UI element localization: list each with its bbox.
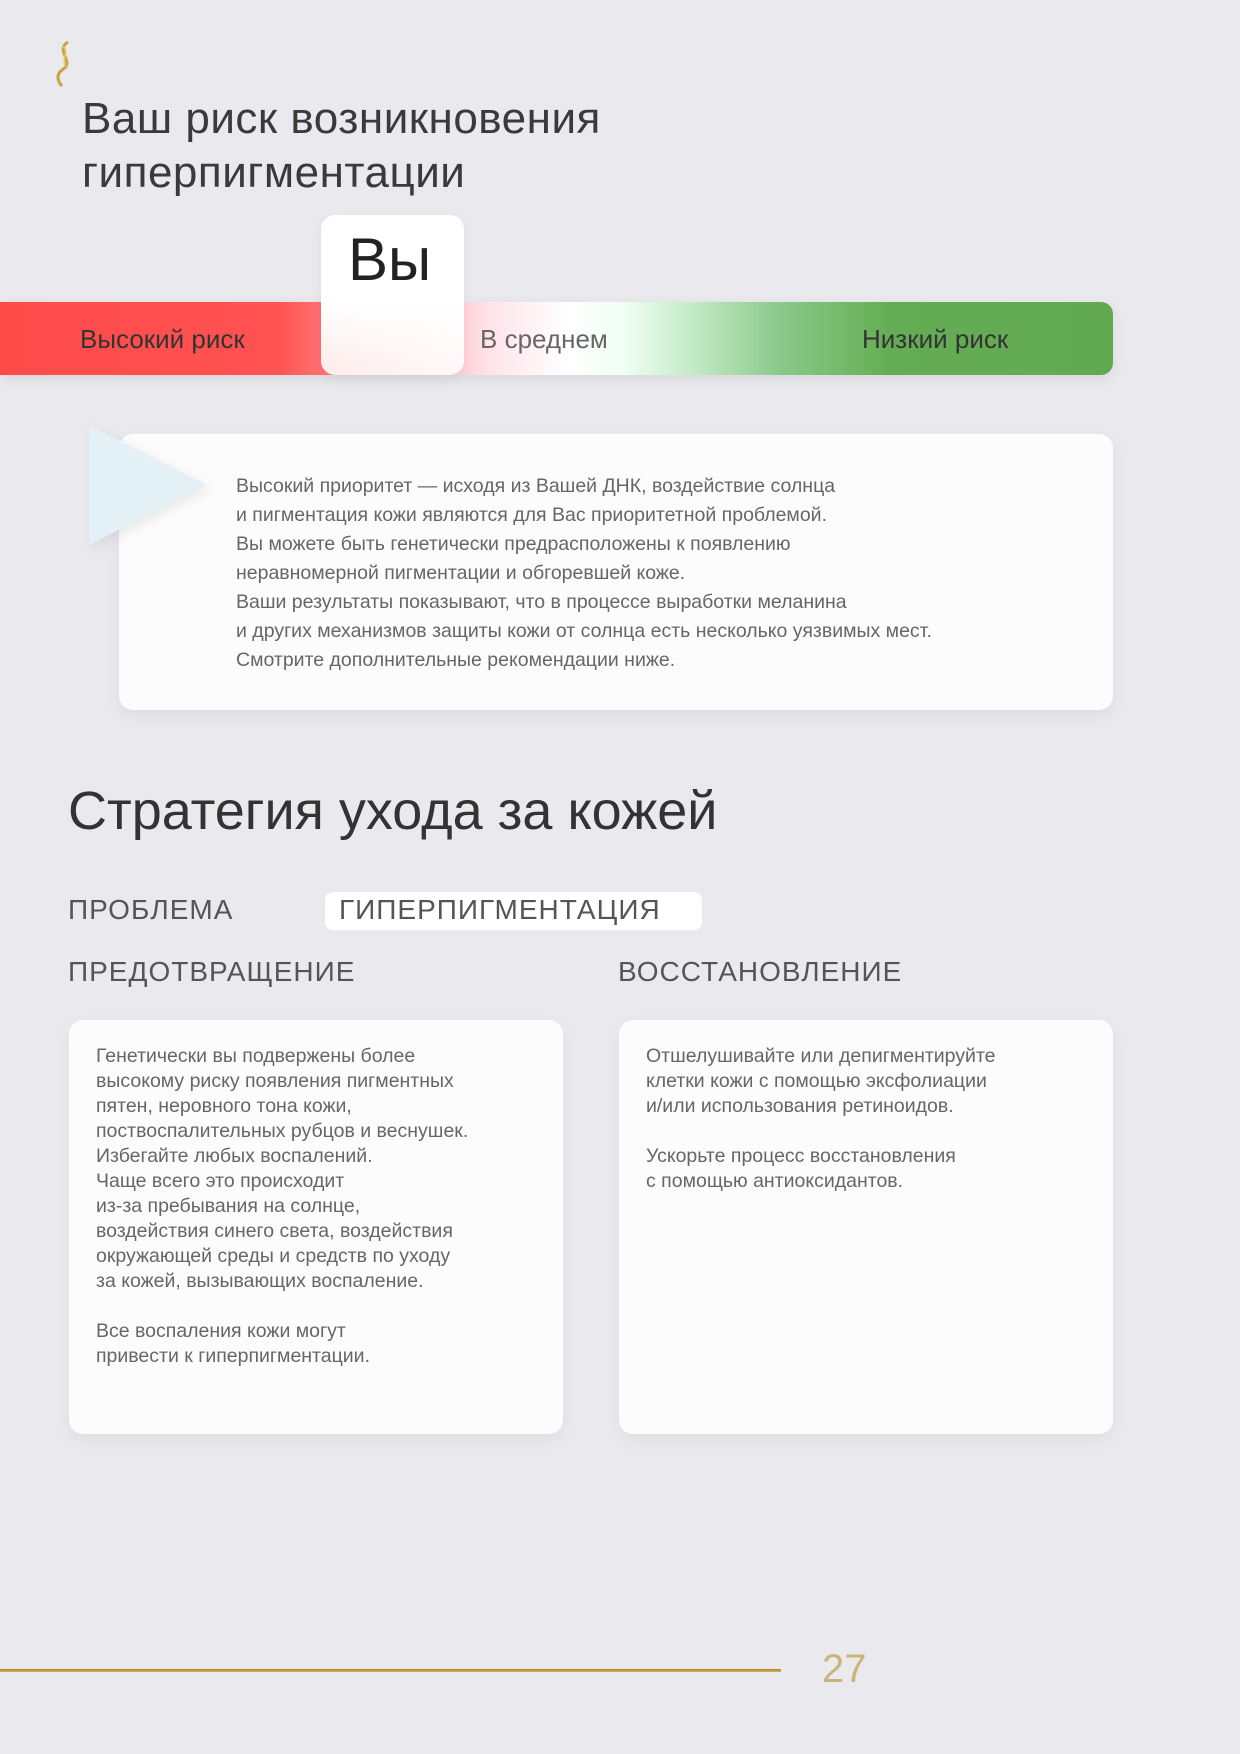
strategy-heading: Стратегия ухода за кожей <box>68 781 718 841</box>
risk-scale-bar <box>0 302 1113 375</box>
text-line: Чаще всего это происходит <box>96 1170 345 1192</box>
text-line: из-за пребывания на солнце, <box>96 1195 361 1217</box>
text-line: и пигментация кожи являются для Вас прио… <box>236 504 827 526</box>
text-line: Избегайте любых воспалений. <box>96 1145 373 1167</box>
text-line <box>96 1294 468 1319</box>
prevention-label: ПРЕДОТВРАЩЕНИЕ <box>68 956 356 987</box>
text-line: неравномерной пигментации и обгоревшей к… <box>236 562 686 584</box>
title-line: Ваш риск возникновения <box>82 94 601 143</box>
dna-helix-icon <box>56 40 69 88</box>
text-line: высокому риску появления пигментных <box>96 1070 454 1092</box>
text-line: окружающей среды и средств по уходу <box>96 1245 451 1267</box>
text-line: привести к гиперпигментации. <box>96 1345 370 1367</box>
text-line: и/или использования ретиноидов. <box>646 1095 954 1117</box>
prevention-card: Генетически вы подвержены более высокому … <box>69 1020 563 1434</box>
text-line: Смотрите дополнительные рекомендации ниж… <box>236 649 676 671</box>
pointer-triangle <box>89 425 207 545</box>
text-line: Вы можете быть генетически предрасположе… <box>236 533 791 555</box>
high-risk-label: Высокий риск <box>80 324 245 354</box>
page-number: 27 <box>822 1647 867 1691</box>
result-text: Высокий приоритет — исходя из Вашей ДНК,… <box>236 472 932 675</box>
problem-badge: ГИПЕРПИГМЕНТАЦИЯ <box>325 892 702 930</box>
recovery-label: ВОССТАНОВЛЕНИЕ <box>618 956 903 987</box>
text-line: Ваши результаты показывают, что в процес… <box>236 591 847 613</box>
recovery-text: Отшелушивайте или депигментируйте клетки … <box>646 1044 996 1194</box>
you-label: Вы <box>348 226 432 293</box>
average-risk-label: В среднем <box>480 324 608 354</box>
title-line: гиперпигментации <box>82 148 466 197</box>
text-line: и других механизмов защиты кожи от солнц… <box>236 620 932 642</box>
text-line: воздействия синего света, воздействия <box>96 1220 453 1242</box>
footer-divider <box>0 1669 781 1672</box>
text-line: поствоспалительных рубцов и веснушек. <box>96 1120 469 1142</box>
text-line: Отшелушивайте или депигментируйте <box>646 1045 996 1067</box>
text-line: Ускорьте процесс восстановления <box>646 1145 956 1167</box>
low-risk-label: Низкий риск <box>862 324 1009 354</box>
problem-label: ПРОБЛЕМА <box>68 894 234 925</box>
recovery-card: Отшелушивайте или депигментируйте клетки … <box>619 1020 1113 1434</box>
text-line: за кожей, вызывающих воспаление. <box>96 1270 424 1292</box>
page-title: Ваш риск возникновения гиперпигментации <box>82 92 601 200</box>
prevention-text: Генетически вы подвержены более высокому … <box>96 1044 468 1369</box>
text-line: Высокий приоритет — исходя из Вашей ДНК,… <box>236 475 836 497</box>
text-line: с помощью антиоксидантов. <box>646 1170 904 1192</box>
text-line: Генетически вы подвержены более <box>96 1045 416 1067</box>
you-marker: Вы <box>321 215 464 375</box>
result-card <box>119 434 1113 710</box>
text-line: пятен, неровного тона кожи, <box>96 1095 352 1117</box>
problem-value: ГИПЕРПИГМЕНТАЦИЯ <box>339 894 661 925</box>
text-line: клетки кожи с помощью эксфолиации <box>646 1070 987 1092</box>
text-line: Все воспаления кожи могут <box>96 1320 346 1342</box>
text-line <box>646 1119 996 1144</box>
